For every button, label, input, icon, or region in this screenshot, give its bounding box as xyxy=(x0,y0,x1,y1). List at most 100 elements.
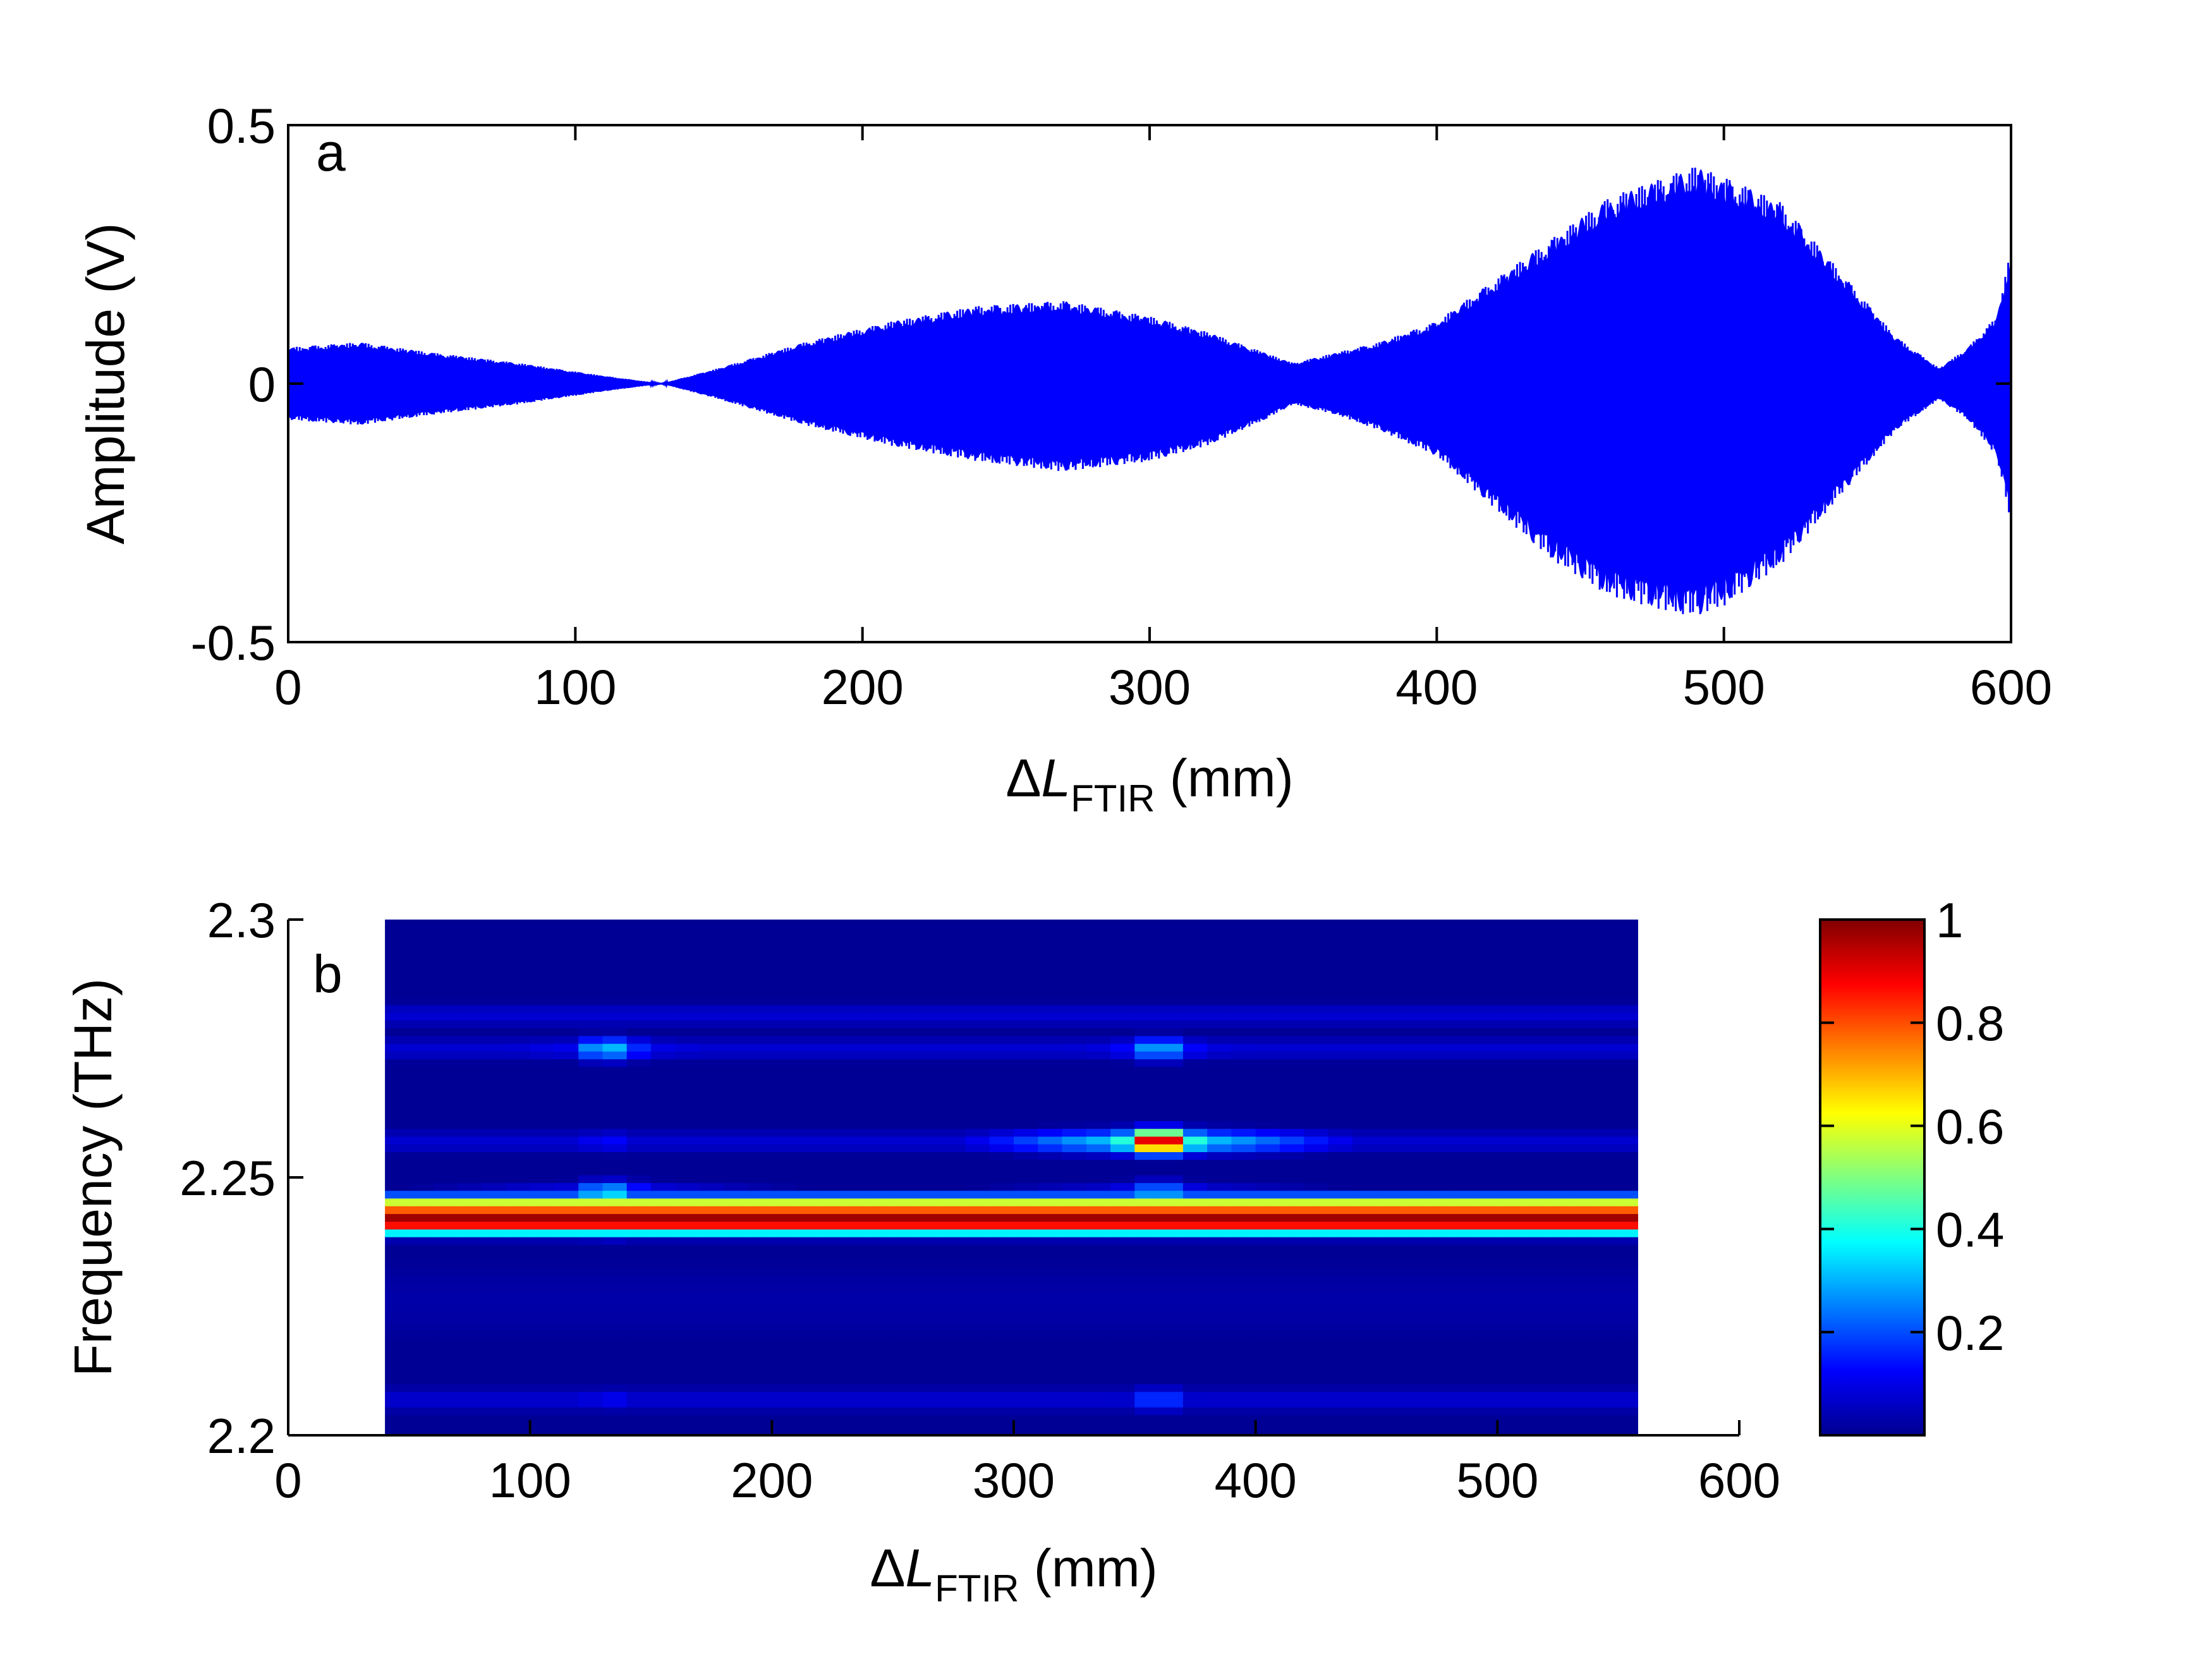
heatmap-cell xyxy=(1279,1407,1304,1416)
heatmap-cell xyxy=(965,1020,990,1029)
heatmap-cell xyxy=(748,1329,773,1338)
heatmap-cell xyxy=(796,1337,821,1346)
heatmap-cell xyxy=(554,1275,579,1284)
heatmap-cell xyxy=(1255,981,1280,990)
heatmap-cell xyxy=(916,1322,942,1330)
heatmap-cell xyxy=(1545,1275,1571,1284)
heatmap-cell xyxy=(990,1438,1014,1446)
heatmap-cell xyxy=(1279,1090,1304,1098)
heatmap-cell xyxy=(1279,1144,1304,1152)
heatmap-cell xyxy=(965,1329,990,1338)
heatmap-cell xyxy=(1255,1152,1280,1160)
heatmap-cell xyxy=(844,1345,870,1354)
heatmap-cell xyxy=(1207,920,1232,928)
heatmap-cell xyxy=(1014,981,1039,990)
heatmap-cell xyxy=(748,973,773,982)
heatmap-cell xyxy=(916,1345,942,1354)
heatmap-cell xyxy=(1231,1152,1256,1160)
panel-a-xtick-label: 500 xyxy=(1683,659,1765,715)
heatmap-cell xyxy=(1497,989,1522,998)
heatmap-cell xyxy=(1618,1352,1638,1361)
heatmap-cell xyxy=(1449,935,1474,944)
heatmap-cell xyxy=(1594,1004,1619,1013)
heatmap-cell xyxy=(844,1159,870,1168)
heatmap-cell xyxy=(699,1159,724,1168)
heatmap-cell xyxy=(892,1368,918,1376)
heatmap-cell xyxy=(748,1368,773,1376)
heatmap-cell xyxy=(482,1252,507,1261)
heatmap-cell xyxy=(1449,1368,1474,1376)
heatmap-cell xyxy=(530,1167,555,1176)
heatmap-cell xyxy=(1110,1113,1136,1121)
heatmap-cell xyxy=(554,942,579,951)
heatmap-cell xyxy=(1401,1306,1426,1315)
heatmap-cell xyxy=(1328,981,1353,990)
heatmap-cell xyxy=(868,1144,894,1152)
heatmap-cell xyxy=(1014,1097,1039,1106)
heatmap-cell xyxy=(1134,1205,1160,1214)
heatmap-cell xyxy=(1545,935,1571,944)
heatmap-cell xyxy=(748,1097,773,1106)
heatmap-cell xyxy=(699,1051,724,1060)
heatmap-cell xyxy=(941,1090,966,1098)
heatmap-cell xyxy=(1425,1236,1450,1245)
heatmap-cell xyxy=(1086,1074,1111,1083)
heatmap-cell xyxy=(965,1391,990,1400)
heatmap-cell xyxy=(1279,927,1304,936)
heatmap-cell xyxy=(941,1004,966,1013)
heatmap-cell xyxy=(844,1082,870,1090)
heatmap-cell xyxy=(602,942,628,951)
heatmap-cell xyxy=(1014,1190,1039,1199)
heatmap-cell xyxy=(1279,1360,1304,1369)
heatmap-cell xyxy=(482,1035,507,1044)
heatmap-cell xyxy=(1182,1376,1208,1385)
heatmap-cell xyxy=(578,1167,604,1176)
heatmap-cell xyxy=(1014,1051,1039,1060)
heatmap-cell xyxy=(748,1012,773,1021)
heatmap-cell xyxy=(772,1438,796,1446)
heatmap-cell xyxy=(1521,1244,1547,1253)
heatmap-cell xyxy=(1352,1028,1377,1036)
heatmap-cell xyxy=(868,1383,894,1392)
heatmap-cell xyxy=(602,1329,628,1338)
heatmap-cell xyxy=(844,1236,870,1245)
heatmap-cell xyxy=(916,1097,942,1106)
heatmap-cell xyxy=(554,1152,579,1160)
heatmap-cell xyxy=(1134,1198,1160,1206)
heatmap-cell xyxy=(409,997,434,1006)
colorbar-tick-label: 0.8 xyxy=(1936,995,2004,1051)
heatmap-cell xyxy=(892,1244,918,1253)
colorbar-tick-label: 0.6 xyxy=(1936,1098,2004,1154)
heatmap-cell xyxy=(530,1244,555,1253)
heatmap-cell xyxy=(1570,1205,1595,1214)
heatmap-cell xyxy=(1328,1283,1353,1292)
heatmap-cell xyxy=(675,1252,700,1261)
heatmap-cell xyxy=(1545,1267,1571,1276)
heatmap-cell xyxy=(820,1376,845,1385)
heatmap-cell xyxy=(506,1121,531,1129)
heatmap-cell xyxy=(1086,1275,1111,1284)
heatmap-cell xyxy=(1352,1352,1377,1361)
heatmap-cell xyxy=(1376,1360,1402,1369)
heatmap-cell xyxy=(506,942,531,951)
heatmap-cell xyxy=(1062,997,1087,1006)
heatmap-cell xyxy=(385,1167,410,1176)
heatmap-cell xyxy=(1279,1430,1304,1435)
heatmap-cell xyxy=(433,951,458,959)
heatmap-cell xyxy=(844,1004,870,1013)
heatmap-cell xyxy=(844,1383,870,1392)
heatmap-cell xyxy=(626,1430,652,1435)
heatmap-cell xyxy=(554,1306,579,1315)
heatmap-cell xyxy=(844,1283,870,1292)
heatmap-cell xyxy=(965,1422,990,1431)
heatmap-cell xyxy=(892,1221,918,1230)
heatmap-cell xyxy=(748,1028,773,1036)
heatmap-cell xyxy=(1038,1020,1063,1029)
heatmap-cell xyxy=(796,1306,821,1315)
heatmap-cell xyxy=(772,1012,797,1021)
heatmap-cell xyxy=(1062,1043,1087,1052)
heatmap-cell xyxy=(796,1260,821,1268)
heatmap-cell xyxy=(651,1291,676,1299)
heatmap-cell xyxy=(1062,1105,1087,1114)
